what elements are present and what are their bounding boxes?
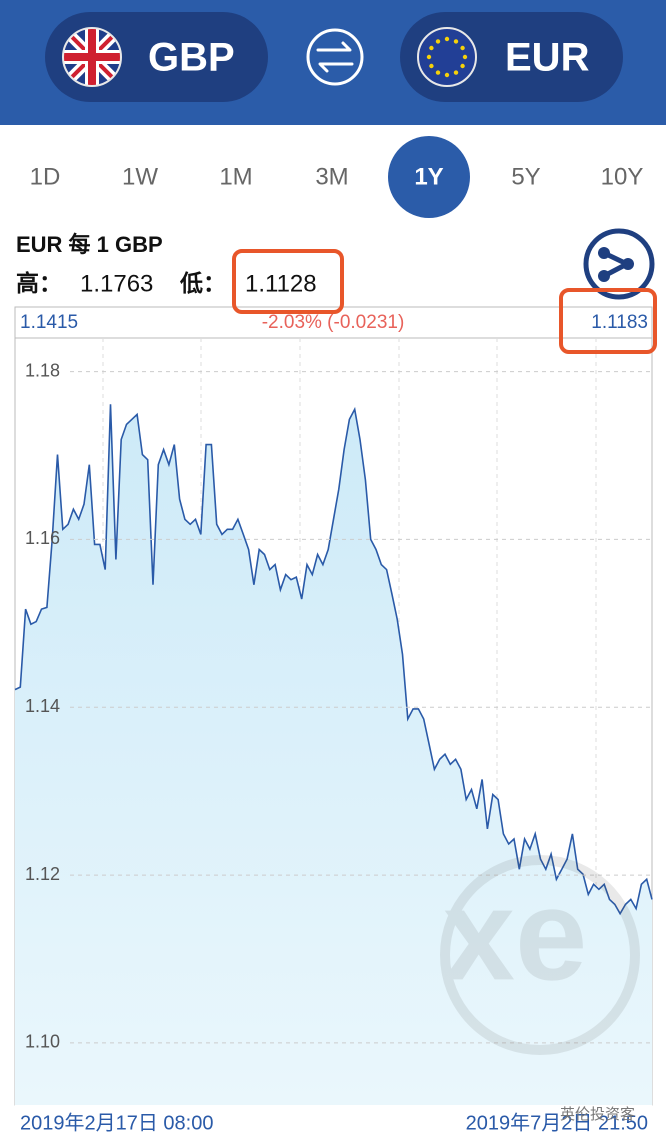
tab[interactable]: 1M bbox=[219, 163, 252, 190]
tab-label: 10Y bbox=[601, 163, 644, 190]
chart: 1.10 1.12 1.14 1.16 1.18 bbox=[14, 360, 653, 1105]
tab-label: 3M bbox=[315, 163, 348, 190]
low-value: 1.1128 bbox=[245, 270, 317, 297]
to-currency-button[interactable]: EUR bbox=[400, 12, 623, 102]
line bbox=[14, 404, 653, 916]
star bbox=[453, 39, 459, 44]
xe-logo: xe bbox=[440, 855, 640, 1055]
tab[interactable]: 3M bbox=[315, 163, 348, 190]
y-tick-label: 1.12 bbox=[25, 864, 60, 884]
change: -2.03% (-0.0231) bbox=[262, 312, 405, 333]
star bbox=[460, 45, 465, 51]
y-tick-label: 1.10 bbox=[25, 1032, 60, 1052]
tab-label: 1Y bbox=[414, 163, 443, 190]
tab[interactable]: 1D bbox=[30, 163, 61, 190]
period-tabs: 1D 1W 1M 3M 1Y 5Y 10Y bbox=[30, 136, 644, 218]
y-tick-label: 1.16 bbox=[25, 528, 60, 548]
star bbox=[426, 54, 432, 60]
area bbox=[15, 404, 652, 1105]
open-value: 1.1415 bbox=[20, 312, 78, 333]
tab-label: 1D bbox=[30, 163, 61, 190]
star bbox=[429, 63, 434, 69]
tab[interactable]: 5Y bbox=[511, 163, 540, 190]
end-date: 2019年7月2日 21:50 bbox=[466, 1111, 648, 1134]
eu-flag bbox=[417, 27, 477, 87]
from-currency: GBP bbox=[148, 36, 235, 80]
low-label: 低： bbox=[179, 270, 226, 296]
to-currency: EUR bbox=[505, 36, 590, 80]
tab-label: 1W bbox=[122, 163, 158, 190]
star bbox=[429, 45, 434, 51]
tab-label: 5Y bbox=[511, 163, 540, 190]
start-date: 2019年2月17日 08:00 bbox=[20, 1111, 213, 1134]
star bbox=[444, 36, 450, 42]
star bbox=[435, 39, 441, 44]
star bbox=[444, 72, 450, 78]
footer bbox=[15, 1105, 652, 1144]
watermark: 英伦投资客 bbox=[560, 1105, 635, 1123]
eu-stars bbox=[426, 36, 468, 78]
tab[interactable]: 10Y bbox=[601, 163, 644, 190]
highlight-box bbox=[232, 249, 344, 314]
y-tick-label: 1.18 bbox=[25, 360, 60, 380]
star bbox=[460, 63, 465, 69]
star bbox=[453, 70, 459, 75]
y-tick-label: 1.14 bbox=[25, 696, 60, 716]
svg-text:xe: xe bbox=[443, 861, 588, 1007]
high-value: 1.1763 bbox=[80, 270, 153, 297]
tab[interactable]: 1Y bbox=[388, 136, 470, 218]
star bbox=[462, 54, 468, 60]
share-button[interactable] bbox=[583, 228, 655, 300]
highlight-box bbox=[559, 288, 657, 354]
pair-label: EUR 每 1 GBP bbox=[16, 232, 163, 257]
close-value: 1.1183 bbox=[591, 312, 648, 333]
swap-button[interactable] bbox=[306, 28, 364, 86]
tab[interactable]: 1W bbox=[122, 163, 158, 190]
from-currency-button[interactable]: GBP bbox=[45, 12, 268, 102]
star bbox=[435, 70, 441, 75]
high-label: 高： bbox=[16, 270, 62, 296]
tab-label: 1M bbox=[219, 163, 252, 190]
tab-selected bbox=[388, 136, 470, 218]
